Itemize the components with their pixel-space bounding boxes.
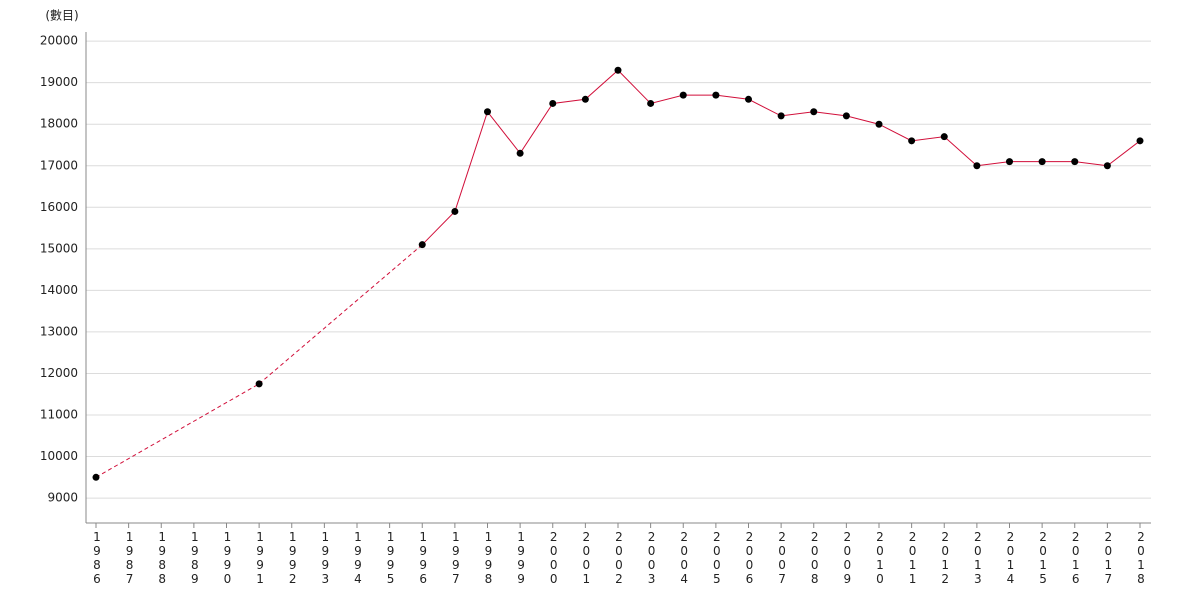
data-point xyxy=(516,149,524,157)
y-tick-label: 14000 xyxy=(40,283,78,297)
y-tick-label: 12000 xyxy=(40,366,78,380)
y-tick-label: 17000 xyxy=(40,158,78,172)
data-point xyxy=(92,473,100,481)
y-tick-label: 15000 xyxy=(40,241,78,255)
x-tick-label: 2014 xyxy=(1003,530,1018,586)
x-tick-label: 2016 xyxy=(1068,530,1083,586)
x-tick-label: 2013 xyxy=(970,530,985,586)
data-point xyxy=(1006,158,1013,166)
y-tick-label: 16000 xyxy=(40,200,78,214)
data-point xyxy=(940,133,948,141)
x-tick-label: 1996 xyxy=(416,530,431,586)
x-tick-label: 2007 xyxy=(775,530,790,586)
x-tick-label: 1992 xyxy=(285,530,300,586)
data-point xyxy=(1103,162,1111,170)
interpolated-segment xyxy=(258,244,423,385)
data-point xyxy=(810,108,818,116)
x-tick-label: 2012 xyxy=(938,530,953,586)
data-point xyxy=(679,91,687,99)
x-tick-label: 1998 xyxy=(481,530,496,586)
data-point xyxy=(842,112,850,120)
x-tick-label: 2018 xyxy=(1134,530,1148,586)
y-tick-label: 13000 xyxy=(40,324,78,338)
x-tick-label: 2008 xyxy=(807,530,822,586)
x-tick-label: 1994 xyxy=(351,530,365,586)
data-point xyxy=(973,162,981,170)
x-tick-label: 1991 xyxy=(253,530,268,586)
x-tick-label: 1989 xyxy=(187,530,202,586)
x-tick-label: 2015 xyxy=(1036,530,1051,586)
data-point xyxy=(745,95,752,103)
x-tick-label: 1995 xyxy=(383,530,398,586)
data-point xyxy=(451,207,459,215)
data-point xyxy=(712,91,720,99)
y-tick-label: 18000 xyxy=(40,117,78,131)
data-point xyxy=(1136,137,1144,145)
x-tick-label: 2004 xyxy=(677,530,692,586)
x-tick-label: 1997 xyxy=(448,530,463,586)
y-tick-label: 20000 xyxy=(40,34,78,48)
data-point xyxy=(255,380,263,388)
data-point xyxy=(777,112,785,120)
x-tick-label: 1990 xyxy=(220,530,235,586)
x-tick-label: 2011 xyxy=(905,530,920,586)
data-point xyxy=(614,66,622,74)
x-tick-label: 2000 xyxy=(546,530,561,586)
x-tick-label: 2006 xyxy=(742,530,757,586)
x-tick-label: 2001 xyxy=(579,530,594,586)
interpolated-segment xyxy=(95,383,260,478)
x-tick-label: 1993 xyxy=(318,530,333,586)
x-tick-label: 2009 xyxy=(840,530,855,586)
x-tick-label: 1988 xyxy=(155,530,170,586)
data-point xyxy=(581,95,589,103)
data-point xyxy=(484,108,491,116)
y-axis-label: (數目) xyxy=(45,9,78,23)
y-tick-label: 19000 xyxy=(40,75,78,89)
data-point xyxy=(549,99,557,107)
data-point xyxy=(418,241,426,249)
x-tick-label: 2017 xyxy=(1101,530,1116,586)
data-line xyxy=(421,69,1141,246)
x-tick-label: 2002 xyxy=(612,530,626,586)
x-tick-label: 2005 xyxy=(709,530,724,586)
y-tick-label: 9000 xyxy=(47,491,78,505)
x-tick-label: 2010 xyxy=(873,530,887,586)
y-tick-label: 10000 xyxy=(40,449,78,463)
y-tick-label: 11000 xyxy=(40,407,78,421)
data-point xyxy=(875,120,883,128)
x-tick-label: 1999 xyxy=(514,530,529,586)
data-point xyxy=(647,99,655,107)
x-tick-label: 1986 xyxy=(90,530,104,586)
data-point xyxy=(908,137,916,145)
data-point xyxy=(1038,158,1046,166)
data-point xyxy=(1071,158,1079,166)
x-tick-label: 1987 xyxy=(122,530,137,586)
x-tick-label: 2003 xyxy=(644,530,659,586)
